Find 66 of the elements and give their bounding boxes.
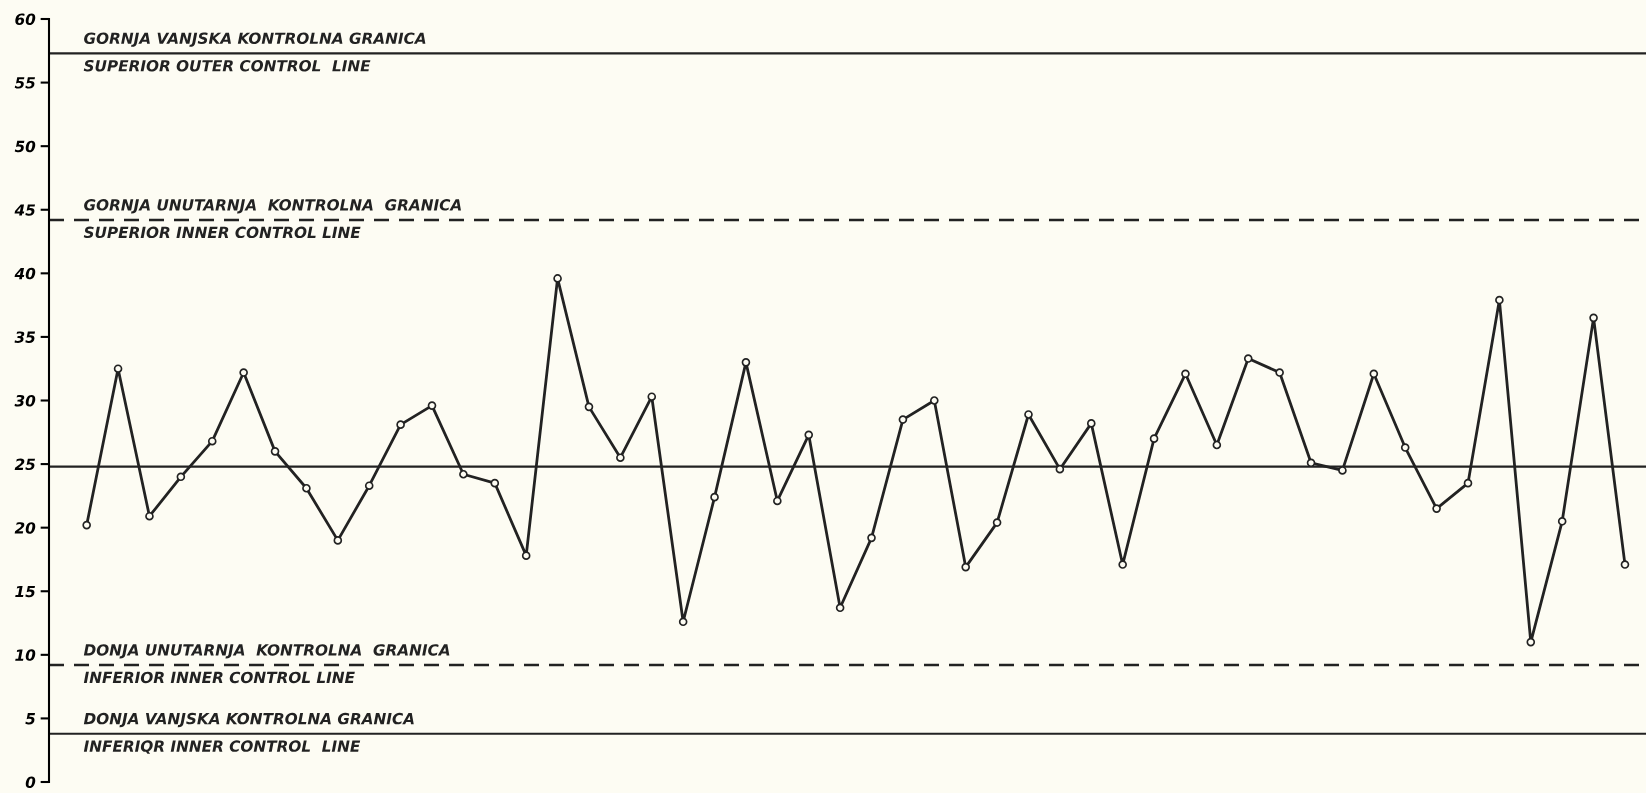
point: [1055, 464, 1065, 474]
point: [333, 536, 343, 545]
point: [992, 518, 1002, 527]
y-tick-label: 0: [25, 776, 36, 789]
point: [364, 481, 374, 491]
ref-line-label: DONJA VANJSKA KONTROLNA GRANICA INFERIQR INNER CONTROL LINE: [83, 712, 414, 754]
point: [898, 415, 908, 424]
point: [1181, 369, 1190, 379]
ref-line-label: GORNJA VANJSKA KONTROLNA GRANICA SUPERIOR OUTER CONTROL LINE: [83, 32, 426, 72]
y-tick-label: 55: [14, 77, 36, 89]
y-tick-label: 30: [14, 394, 36, 407]
y-tick-label: 60: [15, 13, 36, 26]
point: [616, 453, 625, 463]
ref-line-label: GORNJA UNUTARNJA KONTROLNA GRANICA SUPERIOR INNER CONTROL LINE: [83, 199, 461, 239]
point: [1495, 295, 1504, 305]
point: [1526, 637, 1536, 647]
y-tick-label: 40: [14, 267, 36, 280]
point: [521, 551, 531, 560]
point: [1557, 517, 1567, 526]
point: [1463, 478, 1473, 488]
point: [145, 511, 154, 521]
y-tick-label: 20: [14, 522, 36, 534]
point: [113, 364, 123, 374]
ref-line-label: DONJA UNUTARNJA KONTROLNA GRANICA INFERIOR INNER CONTROL LINE: [83, 644, 450, 684]
point: [678, 617, 688, 627]
point: [490, 478, 500, 488]
y-tick-label: 5: [25, 713, 36, 725]
y-tick-label: 10: [15, 649, 36, 661]
point: [82, 520, 91, 530]
point: [835, 603, 845, 613]
point: [961, 562, 971, 572]
point: [302, 483, 311, 493]
point: [710, 492, 719, 502]
point: [1369, 369, 1379, 379]
point: [1212, 440, 1222, 450]
point: [1589, 313, 1598, 323]
y-tick-label: 45: [14, 204, 36, 216]
point: [1024, 410, 1033, 419]
point: [1400, 443, 1410, 452]
point: [207, 436, 217, 446]
point: [1086, 419, 1096, 428]
point: [1149, 434, 1159, 443]
point: [804, 430, 814, 440]
point: [270, 447, 280, 456]
point: [741, 358, 751, 367]
point: [929, 396, 939, 405]
point: [553, 274, 562, 283]
point: [1338, 466, 1347, 475]
point: [773, 496, 782, 506]
point: [176, 472, 186, 482]
point: [427, 401, 437, 410]
point: [1275, 368, 1284, 377]
point: [1432, 504, 1441, 513]
point: [584, 402, 594, 412]
point: [647, 392, 657, 401]
point: [239, 368, 248, 377]
y-tick-label: 35: [14, 331, 36, 343]
point: [459, 469, 468, 479]
y-tick-label: 15: [15, 585, 36, 598]
point: [1243, 354, 1253, 363]
point: [1620, 560, 1630, 569]
y-tick-label: 25: [14, 458, 36, 471]
point: [396, 420, 405, 429]
point: [867, 533, 876, 543]
y-tick-label: 50: [14, 140, 36, 153]
point: [1118, 560, 1127, 569]
